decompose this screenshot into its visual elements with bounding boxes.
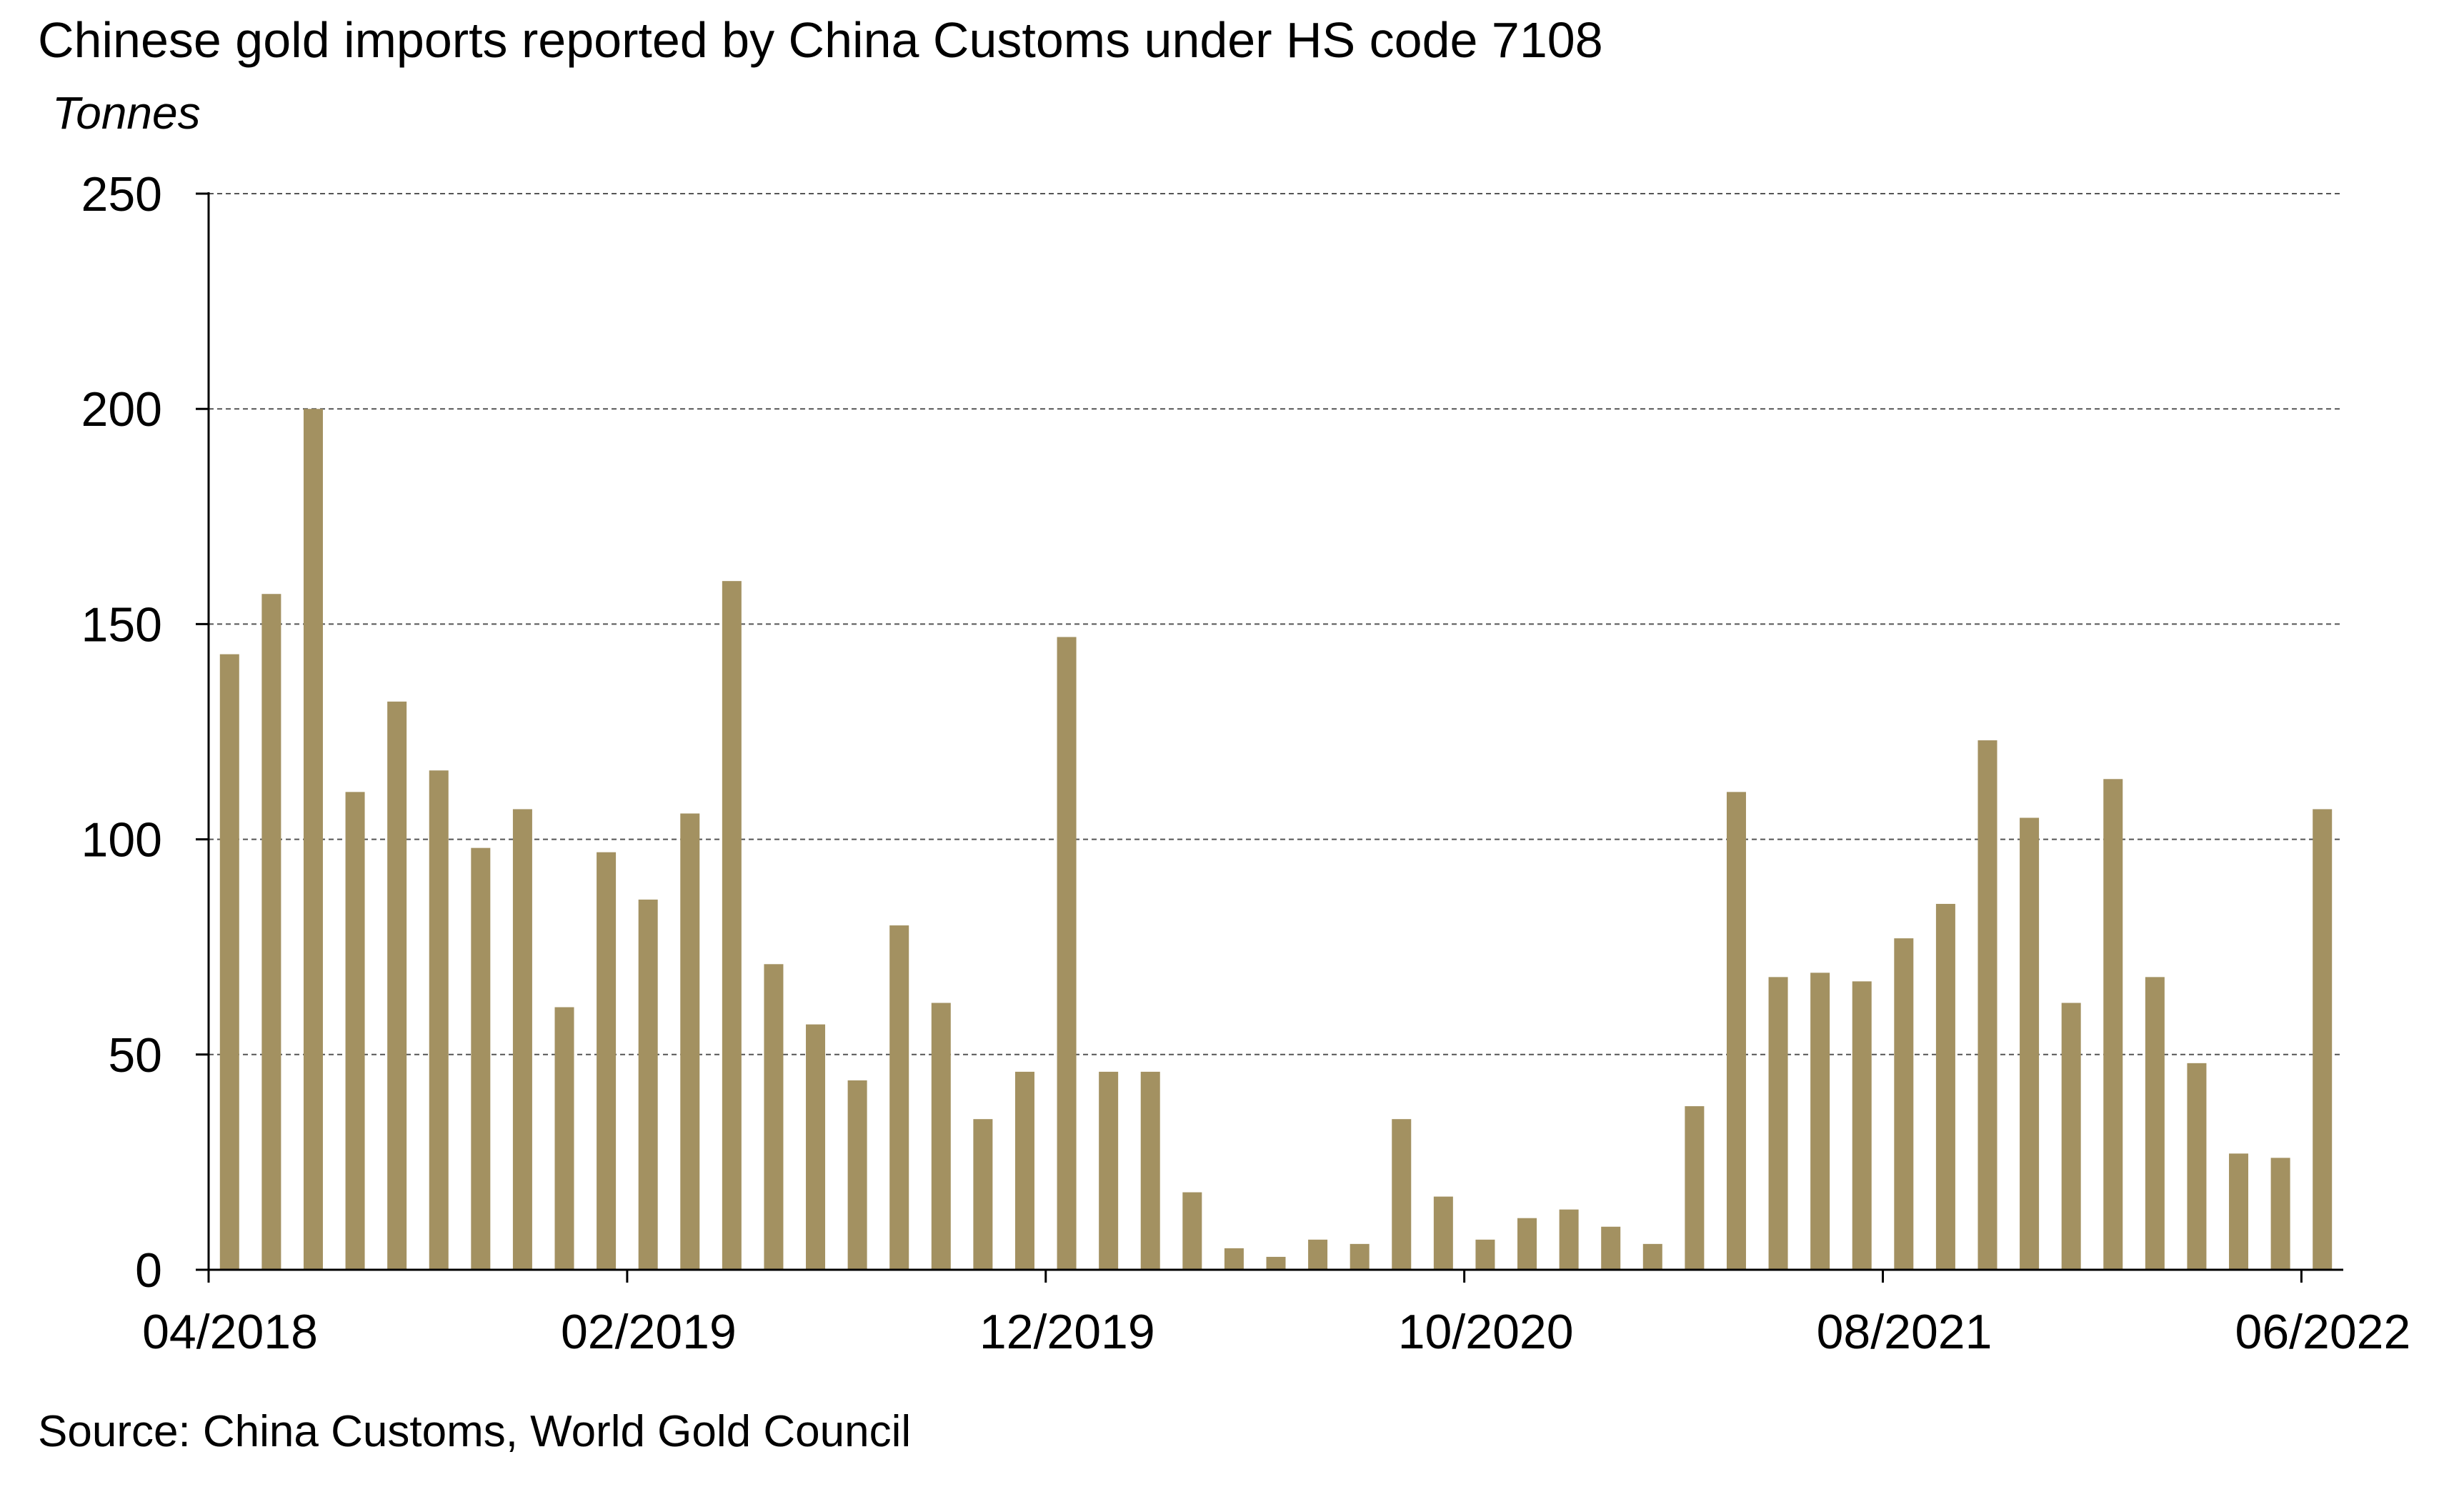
y-axis-unit-label: Tonnes	[52, 87, 201, 139]
bar	[2229, 1153, 2249, 1270]
x-tick-label: 12/2019	[979, 1305, 1155, 1359]
bar	[1726, 792, 1746, 1270]
y-axis-ticks: 0 50 100 150 200 250	[81, 167, 209, 1298]
y-tick-label: 0	[135, 1243, 162, 1298]
axes	[196, 192, 2343, 1271]
bar	[429, 770, 449, 1270]
x-axis-ticks: 04/2018 02/2019 12/2019 10/2020 08/2021 06/20…	[142, 1270, 2410, 1359]
bar	[2270, 1158, 2290, 1270]
y-tick-label: 150	[81, 597, 162, 652]
bar	[512, 809, 532, 1270]
bar	[1057, 637, 1077, 1270]
bar	[1475, 1239, 1495, 1270]
source-note: Source: China Customs, World Gold Counci…	[38, 1407, 911, 1456]
bar	[1894, 938, 1914, 1270]
bar	[1810, 973, 1830, 1270]
bar	[1935, 903, 1955, 1270]
bar	[345, 792, 365, 1270]
bar	[1140, 1071, 1160, 1270]
bar	[847, 1080, 867, 1270]
x-tick-label: 04/2018	[142, 1305, 318, 1359]
bar	[889, 925, 909, 1270]
y-tick-label: 200	[81, 382, 162, 437]
bar	[973, 1119, 993, 1270]
bar	[2061, 1003, 2081, 1270]
bar	[764, 964, 784, 1270]
bar	[1224, 1248, 1244, 1270]
bar	[1308, 1239, 1328, 1270]
bar	[219, 654, 239, 1270]
y-tick-label: 100	[81, 813, 162, 867]
bar	[931, 1003, 951, 1270]
bar	[597, 852, 617, 1270]
bar	[1601, 1226, 1621, 1270]
bar	[1099, 1071, 1119, 1270]
y-tick-label: 250	[81, 167, 162, 222]
bar	[1977, 740, 1997, 1270]
bar	[1685, 1106, 1705, 1270]
bar	[722, 581, 742, 1270]
bar	[1350, 1243, 1370, 1270]
bar	[2313, 809, 2333, 1270]
bar	[1852, 981, 1872, 1270]
bar	[2187, 1063, 2207, 1270]
bar	[638, 899, 658, 1270]
chart-title: Chinese gold imports reported by China C…	[38, 12, 1603, 68]
bar	[2145, 977, 2165, 1270]
x-tick-label: 10/2020	[1398, 1305, 1574, 1359]
bar	[1517, 1218, 1537, 1270]
bar-series	[219, 409, 2333, 1270]
bar	[387, 701, 407, 1270]
bar	[471, 847, 491, 1270]
bar	[261, 594, 281, 1270]
bar	[680, 813, 700, 1270]
bar	[1642, 1243, 1662, 1270]
bar	[1768, 977, 1788, 1270]
bar	[1182, 1192, 1202, 1270]
x-tick-label: 06/2022	[2235, 1305, 2411, 1359]
bar	[2020, 817, 2040, 1270]
bar	[806, 1024, 826, 1270]
bar	[1392, 1119, 1412, 1270]
bar	[1266, 1256, 1286, 1270]
x-tick-label: 08/2021	[1817, 1305, 1992, 1359]
x-tick-label: 02/2019	[561, 1305, 737, 1359]
bar	[554, 1007, 574, 1270]
y-tick-label: 50	[108, 1028, 162, 1083]
bar	[2103, 779, 2123, 1270]
bar	[1014, 1071, 1034, 1270]
bar	[1559, 1209, 1579, 1270]
bar	[303, 409, 323, 1270]
bar	[1433, 1196, 1453, 1270]
